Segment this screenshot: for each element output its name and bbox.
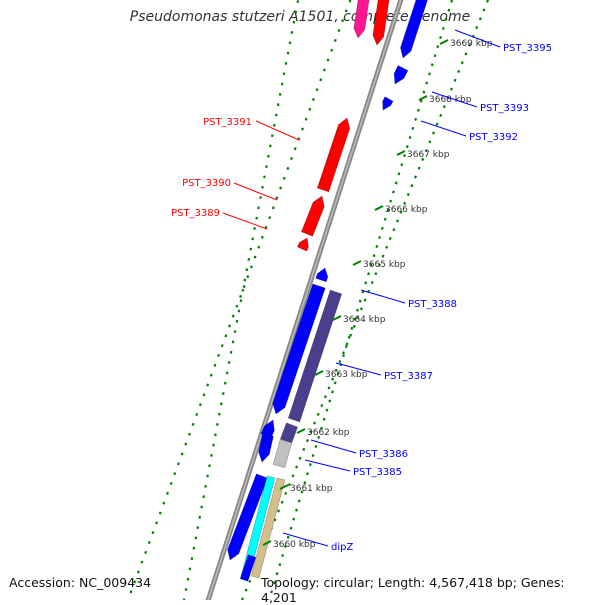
tick-mark bbox=[396, 150, 406, 156]
gene-label: PST_3386 bbox=[359, 449, 408, 460]
topology-text: Topology: circular; Length: 4,567,418 bp… bbox=[261, 575, 565, 605]
tick-label: 3665 kbp bbox=[363, 260, 406, 270]
gene-leader-line bbox=[420, 120, 467, 137]
gene-leader-line bbox=[454, 29, 501, 48]
gene-label: PST_3393 bbox=[480, 103, 529, 114]
forward-gene-feature bbox=[301, 195, 325, 237]
gene-label: PST_3388 bbox=[408, 299, 457, 310]
tick-label: 3667 kbp bbox=[407, 150, 450, 160]
tick-mark bbox=[296, 428, 306, 434]
gene-leader-line bbox=[360, 289, 406, 304]
gene-leader-line bbox=[255, 120, 300, 141]
forward-gene-feature bbox=[372, 0, 390, 46]
reverse-gene-feature bbox=[382, 96, 394, 111]
tick-mark bbox=[352, 260, 362, 266]
tick-mark bbox=[439, 39, 449, 45]
reverse-gene-feature bbox=[227, 473, 268, 561]
tan-band-feature bbox=[250, 477, 286, 579]
reverse-gene-feature bbox=[258, 433, 274, 463]
tick-mark bbox=[279, 484, 289, 490]
tick-mark bbox=[374, 205, 384, 211]
reverse-gene-feature bbox=[239, 554, 257, 582]
gene-label: PST_3385 bbox=[353, 467, 402, 478]
ruler-ticks: 3669 kbp 3668 kbp 3667 kbp 3666 kbp 3665 kbp… bbox=[262, 39, 493, 550]
tick-mark bbox=[262, 540, 272, 546]
forward-gene-feature bbox=[316, 117, 351, 193]
dark-band-feature bbox=[287, 289, 343, 423]
gene-label: dipZ bbox=[331, 542, 353, 553]
gene-leader-line bbox=[304, 459, 351, 472]
gray-band-feature bbox=[272, 439, 293, 468]
accession-text: Accession: NC_009434 bbox=[9, 575, 152, 590]
gene-label: PST_3389 bbox=[171, 208, 220, 219]
ruler-dots bbox=[126, 0, 490, 600]
reverse-gene-feature bbox=[315, 267, 329, 283]
forward-gene-feature bbox=[297, 237, 309, 252]
tick-label: 3662 kbp bbox=[307, 428, 350, 438]
reverse-gene-feature bbox=[272, 283, 326, 415]
tick-mark bbox=[314, 370, 324, 376]
reverse-gene-feature bbox=[400, 0, 428, 59]
tick-label: 3666 kbp bbox=[385, 205, 428, 215]
tick-label: 3663 kbp bbox=[325, 370, 368, 380]
tick-label: 3664 kbp bbox=[343, 315, 386, 325]
gene-labels: PST_3395 PST_3393 PST_3392 PST_3391 PST_3390… bbox=[171, 29, 552, 553]
backbone-highlight bbox=[207, 0, 402, 600]
gene-leader-line bbox=[233, 182, 278, 201]
ruler-dotted-line bbox=[182, 0, 300, 600]
dark-band-feature bbox=[280, 422, 298, 444]
rna-feature bbox=[353, 0, 370, 39]
reverse-gene-feature bbox=[393, 65, 409, 85]
tick-label: 3668 kbp bbox=[429, 95, 472, 105]
tick-label: 3661 kbp bbox=[290, 484, 333, 494]
gene-leader-line bbox=[431, 91, 478, 108]
gene-label: PST_3392 bbox=[469, 132, 518, 143]
gene-leader-line bbox=[282, 532, 329, 547]
tick-label: 3660 kbp bbox=[273, 540, 316, 550]
gene-leader-line bbox=[310, 439, 357, 454]
gene-features bbox=[227, 0, 428, 582]
gene-leader-line bbox=[222, 212, 268, 230]
gene-label: PST_3395 bbox=[503, 43, 552, 54]
gene-label: PST_3390 bbox=[182, 178, 231, 189]
gene-leader-line bbox=[335, 362, 382, 376]
tick-label: 3669 kbp bbox=[450, 39, 493, 49]
gene-label: PST_3391 bbox=[203, 117, 252, 128]
tick-mark bbox=[332, 315, 342, 321]
backbone bbox=[205, 0, 404, 600]
gene-label: PST_3387 bbox=[384, 371, 433, 382]
ruler-dotted-line bbox=[267, 0, 454, 600]
tick-mark bbox=[418, 95, 428, 101]
